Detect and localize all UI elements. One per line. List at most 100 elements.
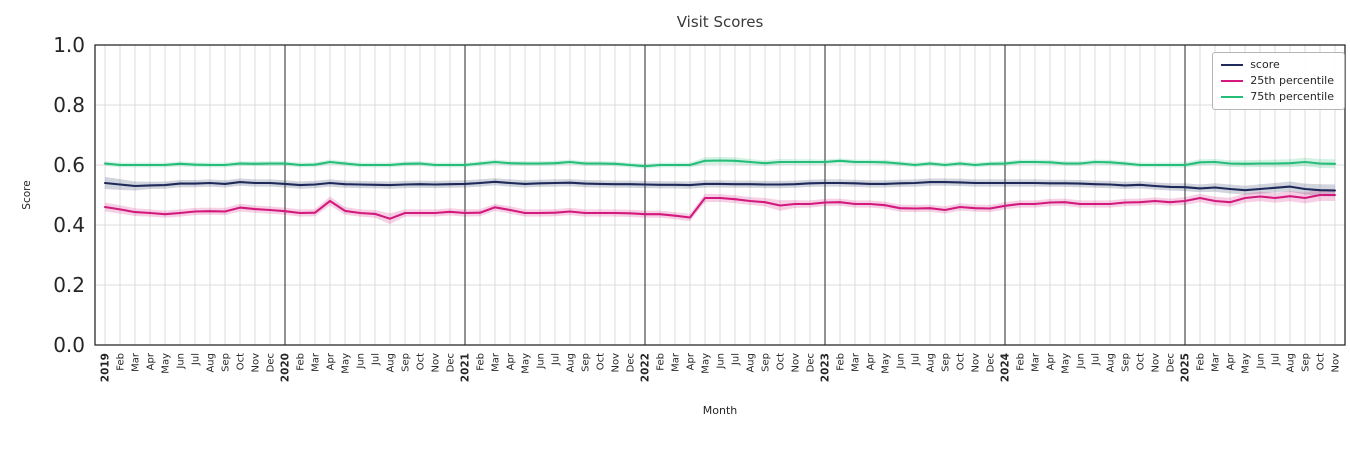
svg-text:Sep: Sep: [941, 353, 952, 372]
svg-text:Mar: Mar: [491, 352, 502, 372]
legend: score 25th percentile 75th percentile: [1212, 52, 1345, 111]
svg-text:Aug: Aug: [926, 353, 937, 373]
svg-text:Mar: Mar: [671, 352, 682, 372]
svg-text:Jul: Jul: [1091, 353, 1102, 366]
svg-text:Jun: Jun: [1076, 353, 1087, 370]
svg-text:Jul: Jul: [191, 353, 202, 366]
svg-text:0.4: 0.4: [53, 213, 85, 237]
svg-text:2022: 2022: [640, 353, 652, 382]
svg-text:Feb: Feb: [1016, 353, 1027, 371]
svg-text:Jun: Jun: [896, 353, 907, 370]
svg-text:May: May: [881, 353, 892, 374]
svg-text:Mar: Mar: [1211, 352, 1222, 372]
svg-text:Oct: Oct: [776, 353, 787, 370]
legend-label-score: score: [1250, 58, 1280, 71]
svg-text:Apr: Apr: [1226, 352, 1237, 370]
legend-swatch-score: [1221, 64, 1244, 67]
svg-text:2025: 2025: [1180, 353, 1192, 382]
svg-text:Jul: Jul: [551, 353, 562, 366]
svg-text:Oct: Oct: [1316, 353, 1327, 370]
svg-text:May: May: [701, 353, 712, 374]
svg-text:Jul: Jul: [1271, 353, 1282, 366]
svg-text:2024: 2024: [1000, 353, 1012, 382]
svg-text:Oct: Oct: [956, 353, 967, 370]
svg-text:Aug: Aug: [1106, 353, 1117, 373]
svg-text:Oct: Oct: [236, 353, 247, 370]
legend-item-score: score: [1221, 58, 1334, 71]
svg-text:2021: 2021: [460, 353, 472, 382]
y-axis-label: Score: [21, 180, 33, 209]
svg-text:Dec: Dec: [626, 353, 637, 372]
svg-text:Dec: Dec: [986, 353, 997, 372]
svg-text:Aug: Aug: [566, 353, 577, 373]
svg-text:Jul: Jul: [371, 353, 382, 366]
svg-text:Oct: Oct: [416, 353, 427, 370]
svg-text:Sep: Sep: [761, 353, 772, 372]
svg-text:Aug: Aug: [206, 353, 217, 373]
svg-text:Feb: Feb: [1196, 353, 1207, 371]
svg-text:Feb: Feb: [836, 353, 847, 371]
svg-text:Sep: Sep: [581, 353, 592, 372]
legend-swatch-25th-percentile: [1221, 80, 1244, 83]
svg-text:0.0: 0.0: [53, 333, 85, 357]
legend-item-75th-percentile: 75th percentile: [1221, 91, 1334, 103]
svg-text:2020: 2020: [280, 353, 292, 382]
svg-text:0.8: 0.8: [53, 93, 85, 117]
svg-text:Apr: Apr: [866, 352, 877, 370]
svg-text:Apr: Apr: [1046, 352, 1057, 370]
legend-item-25th-percentile: 25th percentile: [1221, 74, 1334, 88]
svg-text:Nov: Nov: [1331, 353, 1342, 373]
svg-text:Dec: Dec: [1166, 353, 1177, 372]
svg-text:Nov: Nov: [791, 353, 802, 373]
svg-text:Apr: Apr: [146, 352, 157, 370]
svg-text:Dec: Dec: [446, 353, 457, 372]
svg-text:Apr: Apr: [326, 352, 337, 370]
svg-text:Dec: Dec: [806, 353, 817, 372]
svg-text:Nov: Nov: [611, 353, 622, 373]
svg-text:Aug: Aug: [746, 353, 757, 373]
svg-text:Mar: Mar: [131, 352, 142, 372]
svg-text:Sep: Sep: [221, 353, 232, 372]
svg-text:Apr: Apr: [506, 352, 517, 370]
svg-text:May: May: [1061, 353, 1072, 374]
svg-text:Jun: Jun: [716, 353, 727, 370]
svg-text:Aug: Aug: [386, 353, 397, 373]
x-axis-label: Month: [703, 404, 738, 417]
svg-text:May: May: [521, 353, 532, 374]
legend-label-25th-percentile: 25th percentile: [1250, 74, 1334, 88]
legend-swatch-75th-percentile: [1221, 96, 1244, 99]
svg-text:Feb: Feb: [656, 353, 667, 371]
svg-text:Feb: Feb: [116, 353, 127, 371]
svg-text:1.0: 1.0: [53, 33, 85, 57]
svg-text:Mar: Mar: [851, 352, 862, 372]
svg-text:Feb: Feb: [476, 353, 487, 371]
svg-text:Mar: Mar: [1031, 352, 1042, 372]
svg-text:0.2: 0.2: [53, 273, 85, 297]
svg-text:May: May: [341, 353, 352, 374]
svg-text:Apr: Apr: [686, 352, 697, 370]
svg-text:2019: 2019: [100, 353, 112, 382]
svg-text:Nov: Nov: [251, 353, 262, 373]
svg-text:May: May: [1241, 353, 1252, 374]
svg-text:May: May: [161, 353, 172, 374]
svg-text:Jun: Jun: [536, 353, 547, 370]
svg-text:Sep: Sep: [401, 353, 412, 372]
svg-text:Dec: Dec: [266, 353, 277, 372]
svg-text:Oct: Oct: [596, 353, 607, 370]
svg-text:Jul: Jul: [911, 353, 922, 366]
svg-text:0.6: 0.6: [53, 153, 85, 177]
svg-text:Mar: Mar: [311, 352, 322, 372]
svg-text:2023: 2023: [820, 353, 832, 382]
chart-title: Visit Scores: [677, 13, 764, 31]
svg-text:Jul: Jul: [731, 353, 742, 366]
svg-text:Sep: Sep: [1301, 353, 1312, 372]
svg-text:Feb: Feb: [296, 353, 307, 371]
legend-label-75th-percentile: 75th percentile: [1250, 90, 1334, 104]
svg-text:Jun: Jun: [356, 353, 367, 370]
svg-text:Sep: Sep: [1121, 353, 1132, 372]
svg-text:Jun: Jun: [1256, 353, 1267, 370]
svg-text:Oct: Oct: [1136, 353, 1147, 370]
svg-text:Nov: Nov: [971, 353, 982, 373]
